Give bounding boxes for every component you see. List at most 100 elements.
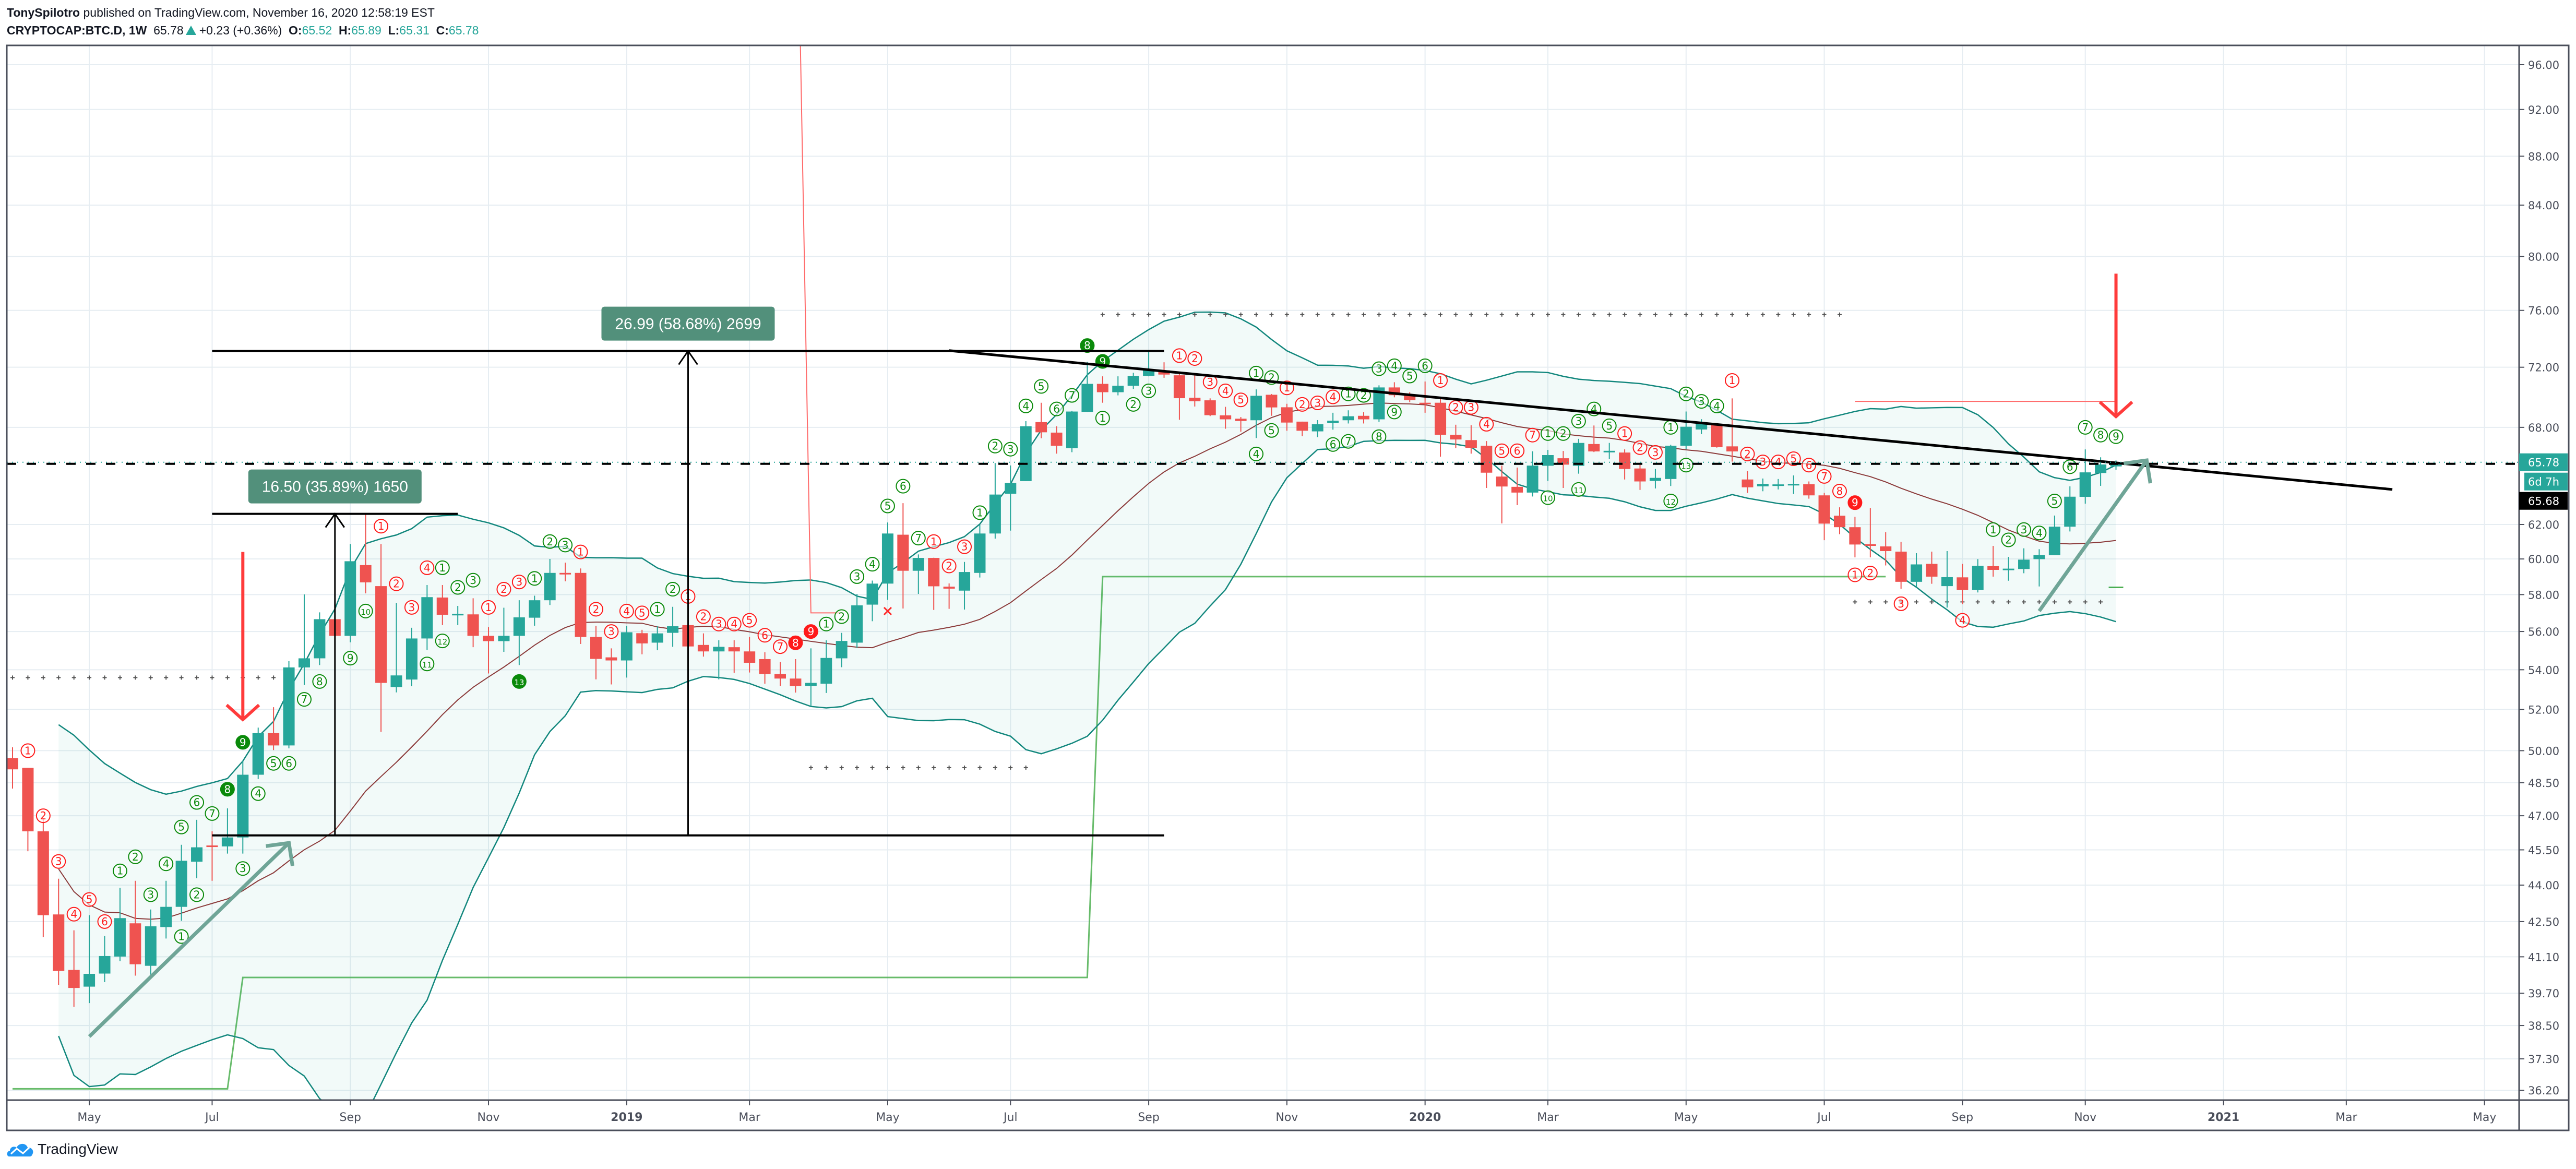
- candle[interactable]: [206, 831, 218, 881]
- candle[interactable]: [22, 768, 34, 852]
- candle[interactable]: [974, 524, 986, 578]
- candle[interactable]: [2002, 557, 2014, 581]
- candle[interactable]: [360, 514, 372, 593]
- time-tick-label[interactable]: Sep: [340, 1111, 361, 1124]
- candle[interactable]: [928, 557, 940, 610]
- candle[interactable]: [2033, 549, 2045, 587]
- price-tick-label[interactable]: 38.50: [2528, 1020, 2559, 1032]
- candle[interactable]: [1849, 517, 1861, 558]
- candle[interactable]: [1941, 551, 1953, 608]
- candle[interactable]: [375, 544, 387, 732]
- candle[interactable]: [621, 625, 633, 678]
- price-tick-label[interactable]: 96.00: [2528, 59, 2559, 71]
- candle[interactable]: [298, 594, 310, 685]
- candle[interactable]: [1450, 424, 1462, 448]
- candle[interactable]: [1496, 466, 1508, 524]
- candle[interactable]: [175, 844, 187, 921]
- candle[interactable]: [37, 818, 49, 937]
- time-tick-label[interactable]: Jul: [204, 1111, 219, 1124]
- candle[interactable]: [744, 637, 756, 673]
- time-tick-label[interactable]: Mar: [738, 1111, 760, 1124]
- time-tick-label[interactable]: May: [876, 1111, 899, 1124]
- candle[interactable]: [697, 633, 709, 657]
- price-tick-label[interactable]: 76.00: [2528, 305, 2559, 317]
- candle[interactable]: [866, 580, 878, 622]
- price-tick-label[interactable]: 42.50: [2528, 916, 2559, 928]
- candle[interactable]: [1327, 412, 1339, 430]
- candle[interactable]: [1127, 373, 1139, 389]
- candle[interactable]: [344, 544, 356, 642]
- candle[interactable]: [252, 727, 264, 779]
- candle[interactable]: [1220, 407, 1232, 429]
- time-tick-label[interactable]: 2019: [611, 1111, 642, 1124]
- candle[interactable]: [1649, 469, 1661, 488]
- candle[interactable]: [1511, 467, 1523, 505]
- green-up-arrow[interactable]: [2037, 458, 2152, 612]
- price-tick-label[interactable]: 80.00: [2528, 250, 2559, 263]
- time-tick-label[interactable]: 2021: [2208, 1111, 2239, 1124]
- candle[interactable]: [1189, 375, 1201, 407]
- candle[interactable]: [651, 626, 663, 651]
- candle[interactable]: [1833, 507, 1845, 534]
- price-tick-label[interactable]: 41.10: [2528, 951, 2559, 963]
- candle[interactable]: [1435, 398, 1447, 457]
- candle[interactable]: [483, 627, 495, 674]
- candle[interactable]: [1526, 451, 1539, 497]
- symbol-name[interactable]: CRYPTOCAP:BTC.D, 1W: [7, 23, 147, 37]
- candle[interactable]: [1051, 426, 1063, 454]
- candle[interactable]: [1143, 351, 1155, 377]
- green-up-arrow[interactable]: [88, 841, 295, 1038]
- candle[interactable]: [1542, 449, 1554, 481]
- candle[interactable]: [452, 606, 464, 625]
- candle[interactable]: [1957, 564, 1969, 604]
- candle[interactable]: [1787, 475, 1799, 494]
- candle[interactable]: [959, 562, 971, 610]
- candle[interactable]: [989, 463, 1001, 539]
- candle[interactable]: [2064, 486, 2076, 532]
- candle[interactable]: [1911, 553, 1923, 588]
- time-tick-label[interactable]: May: [77, 1111, 101, 1124]
- price-tick-label[interactable]: 52.00: [2528, 703, 2559, 716]
- candle[interactable]: [268, 707, 280, 750]
- candle[interactable]: [1803, 481, 1815, 499]
- candle[interactable]: [1296, 421, 1308, 436]
- candle[interactable]: [1465, 425, 1477, 454]
- candle[interactable]: [2048, 515, 2060, 555]
- candle[interactable]: [84, 915, 96, 1004]
- candle[interactable]: [805, 648, 817, 707]
- candle[interactable]: [1266, 393, 1278, 416]
- candle[interactable]: [129, 880, 141, 976]
- price-tick-label[interactable]: 92.00: [2528, 104, 2559, 116]
- candle[interactable]: [636, 629, 648, 654]
- price-tick-label[interactable]: 88.00: [2528, 150, 2559, 163]
- price-tick-label[interactable]: 62.00: [2528, 519, 2559, 531]
- price-tick-label[interactable]: 48.50: [2528, 777, 2559, 790]
- time-tick-label[interactable]: 2020: [1409, 1111, 1441, 1124]
- candle[interactable]: [221, 808, 233, 854]
- measure-tool[interactable]: 26.99 (58.68%) 2699: [212, 306, 1164, 836]
- candle[interactable]: [1005, 465, 1017, 531]
- candle[interactable]: [1742, 471, 1754, 493]
- price-tick-label[interactable]: 45.50: [2528, 844, 2559, 856]
- candle[interactable]: [1066, 411, 1078, 452]
- candle[interactable]: [1572, 438, 1584, 474]
- candle[interactable]: [881, 522, 893, 600]
- candle[interactable]: [1281, 403, 1293, 431]
- candle[interactable]: [774, 662, 786, 686]
- candle[interactable]: [1603, 443, 1615, 459]
- candle[interactable]: [943, 583, 955, 609]
- candle[interactable]: [790, 659, 802, 693]
- candle[interactable]: [544, 559, 556, 605]
- candle[interactable]: [1481, 441, 1493, 488]
- candle[interactable]: [1096, 376, 1108, 403]
- candle[interactable]: [68, 930, 80, 1007]
- candle[interactable]: [1342, 410, 1354, 424]
- candle[interactable]: [575, 568, 587, 644]
- candle[interactable]: [1173, 373, 1185, 420]
- time-tick-label[interactable]: May: [2473, 1111, 2496, 1124]
- price-tick-label[interactable]: 72.00: [2528, 362, 2559, 374]
- time-tick-label[interactable]: Jul: [1003, 1111, 1018, 1124]
- candle[interactable]: [713, 640, 725, 679]
- price-tick-label[interactable]: 36.20: [2528, 1084, 2559, 1097]
